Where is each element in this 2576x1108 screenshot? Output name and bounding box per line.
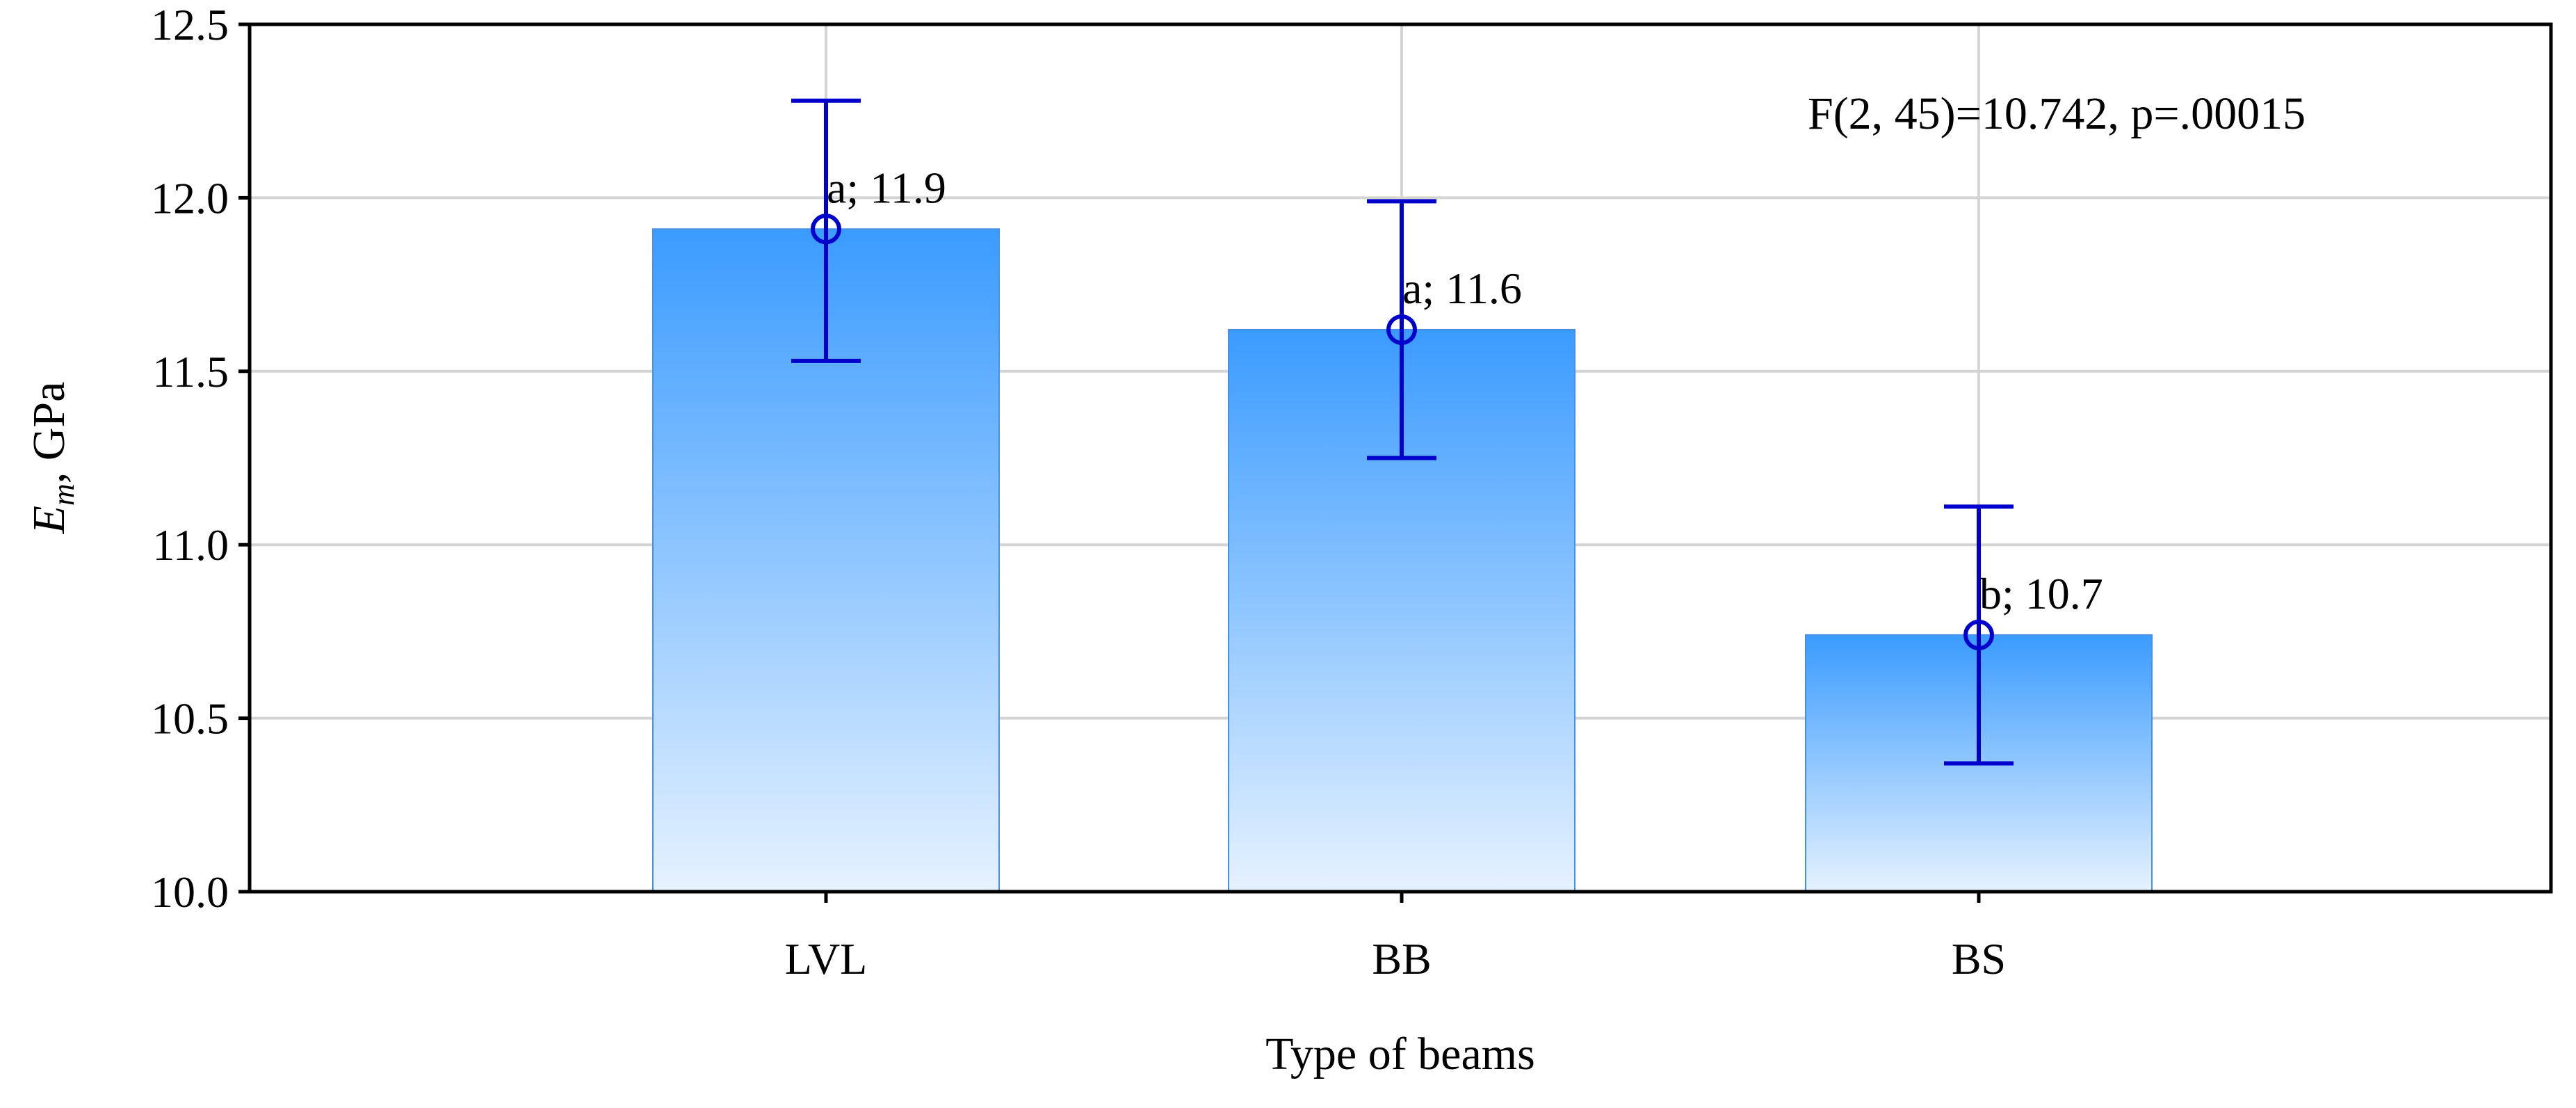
bar-label-bs: b; 10.7: [1979, 569, 2103, 618]
y-tick-label-1: 10.5: [151, 694, 229, 744]
y-axis-title-sub: m: [47, 483, 81, 506]
error-bar-bb: [1367, 199, 1436, 460]
mean-marker-bb: [1386, 314, 1417, 345]
mean-marker-lvl: [811, 214, 841, 245]
x-tick-label-lvl: LVL: [785, 934, 868, 983]
mean-marker-bs: [1963, 619, 1994, 650]
y-tick-label-4: 12.0: [151, 173, 229, 223]
y-axis-title-main: E: [24, 506, 74, 534]
y-tick-label-3: 11.5: [152, 347, 229, 396]
bar-label-bb: a; 11.6: [1402, 264, 1522, 313]
x-tick-label-bs: BS: [1952, 934, 2006, 983]
bar-labels: a; 11.9 a; 11.6 b; 10.7: [827, 163, 2103, 618]
x-axis-title: Type of beams: [1265, 1029, 1535, 1079]
y-tick-label-2: 11.0: [152, 520, 229, 570]
x-tick-label-bb: BB: [1372, 934, 1431, 983]
y-tick-label-5: 12.5: [151, 0, 229, 49]
y-tick-label-0: 10.0: [151, 867, 229, 917]
error-bar-lvl: [791, 98, 861, 363]
error-bars: [791, 98, 2014, 766]
y-axis-title: Em, GPa: [24, 382, 81, 535]
y-ticks: 10.0 10.5 11.0 11.5 12.0 12.5: [151, 0, 250, 917]
bar-label-lvl: a; 11.9: [827, 163, 946, 212]
error-bar-bs: [1944, 504, 2014, 766]
annotation-text: F(2, 45)=10.742, p=.00015: [1808, 88, 2306, 139]
y-axis-title-unit: , GPa: [24, 382, 74, 484]
x-ticks: LVL BB BS: [785, 892, 2006, 983]
